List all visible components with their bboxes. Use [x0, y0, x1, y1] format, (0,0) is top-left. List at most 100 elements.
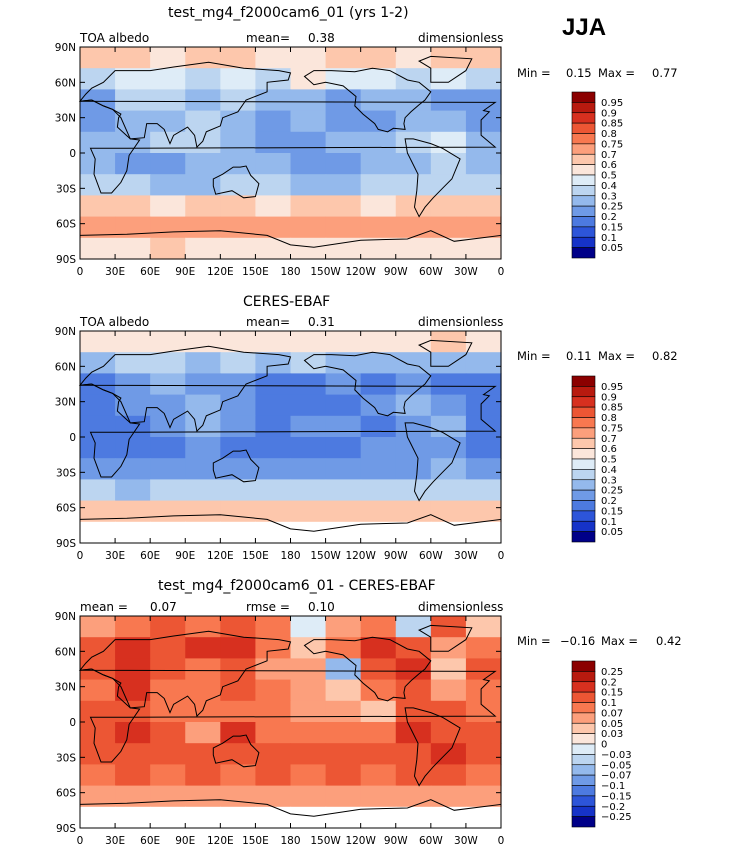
field-cell: [430, 131, 467, 154]
coastline: [78, 345, 292, 433]
field-cell: [80, 764, 116, 787]
field-cell: [360, 679, 397, 702]
field-cell: [220, 458, 257, 480]
field-cell: [115, 47, 151, 69]
field-cell: [255, 415, 292, 438]
field-cell: [185, 743, 221, 765]
field-cell: [80, 785, 116, 808]
panel-2-mean-value: 0.31: [308, 315, 335, 329]
y-tick-label: 0: [69, 148, 76, 160]
field-cell: [465, 47, 502, 69]
field-cell: [220, 500, 257, 523]
field-cell: [290, 479, 327, 502]
field-cell: [150, 437, 186, 459]
field-cell: [325, 47, 362, 69]
field-cell: [185, 195, 221, 218]
field-cell: [325, 110, 362, 133]
field-cell: [255, 110, 292, 133]
panel-1-min-value: 0.15: [566, 66, 592, 80]
field-cell: [430, 458, 467, 480]
field-cell: [220, 68, 257, 90]
y-tick-label: 60N: [55, 361, 76, 373]
field-cell: [395, 700, 432, 723]
field-cell: [150, 458, 186, 480]
colorbar-label: 0.4: [601, 181, 617, 192]
field-cell: [80, 500, 116, 523]
field-cell: [465, 616, 502, 638]
field-cell: [220, 521, 257, 544]
field-cell: [465, 331, 502, 353]
field-cell: [465, 700, 502, 723]
coastline: [404, 422, 461, 502]
field-cell: [360, 110, 397, 133]
field-cell: [80, 637, 116, 659]
field-cell: [220, 437, 257, 459]
field-cell: [430, 637, 467, 659]
field-cell: [290, 806, 327, 829]
colorbar-swatch: [571, 437, 596, 449]
field-cell: [115, 110, 151, 133]
y-tick-label: 0: [69, 717, 76, 729]
field-cell: [465, 131, 502, 154]
field-cell: [325, 458, 362, 480]
panel-1-min-label: Min =: [517, 66, 551, 80]
y-tick-label: 90S: [56, 254, 76, 266]
y-tick-label: 30S: [56, 467, 76, 479]
field-cell: [395, 806, 432, 829]
colorbar-swatch: [571, 795, 596, 807]
field-cell: [290, 743, 327, 765]
field-cell: [220, 616, 257, 638]
field-cell: [150, 174, 186, 196]
panel-2-max-value: 0.82: [652, 349, 678, 363]
field-cell: [150, 785, 186, 808]
x-tick-label: 60W: [419, 835, 443, 847]
x-tick-label: 120W: [345, 550, 376, 562]
field-cell: [150, 521, 186, 544]
colorbar-swatch: [571, 520, 596, 532]
field-cell: [220, 479, 257, 502]
field-cell: [325, 195, 362, 218]
panel-2-title: CERES-EBAF: [243, 294, 331, 310]
colorbar-label: 0.05: [601, 527, 623, 538]
field-cell: [325, 216, 362, 239]
field-cell: [115, 195, 151, 218]
field-cell: [395, 722, 432, 744]
colorbar-swatch: [571, 216, 596, 228]
panel-1-mean-value: 0.38: [308, 31, 335, 45]
field-cell: [465, 500, 502, 523]
colorbar-label: 0.5: [601, 171, 617, 182]
field-cell: [185, 764, 221, 787]
colorbar-swatch: [571, 226, 596, 238]
panel-3-title: test_mg4_f2000cam6_01 - CERES-EBAF: [158, 578, 436, 594]
field-cell: [185, 479, 221, 502]
field-cell: [185, 458, 221, 480]
panel-2-units: dimensionless: [418, 315, 504, 329]
field-cell: [465, 458, 502, 480]
field-cell: [395, 68, 432, 90]
field-cell: [465, 806, 502, 829]
colorbar-swatch: [571, 754, 596, 766]
field-cell: [360, 237, 397, 260]
coastline: [303, 351, 432, 417]
field-cell: [360, 174, 397, 196]
field-cell: [185, 153, 221, 175]
colorbar-swatch: [571, 143, 596, 155]
field-cell: [185, 373, 221, 396]
field-cell: [255, 47, 292, 69]
field-cell: [360, 216, 397, 239]
colorbar-label: 0.8: [601, 413, 617, 424]
field-cell: [185, 110, 221, 133]
field-cell: [255, 394, 292, 417]
panel-1-variable: TOA albedo: [80, 31, 150, 45]
colorbar-swatch: [571, 660, 596, 672]
x-tick-label: 30W: [454, 835, 478, 847]
field-cell: [220, 394, 257, 417]
field-cell: [255, 216, 292, 239]
field-cell: [430, 479, 467, 502]
y-tick-label: 60N: [55, 77, 76, 89]
field-cell: [150, 47, 186, 69]
field-cell: [325, 331, 362, 353]
field-cell: [150, 110, 186, 133]
colorbar-label: −0.03: [601, 750, 632, 761]
colorbar-label: 0.07: [601, 708, 623, 719]
